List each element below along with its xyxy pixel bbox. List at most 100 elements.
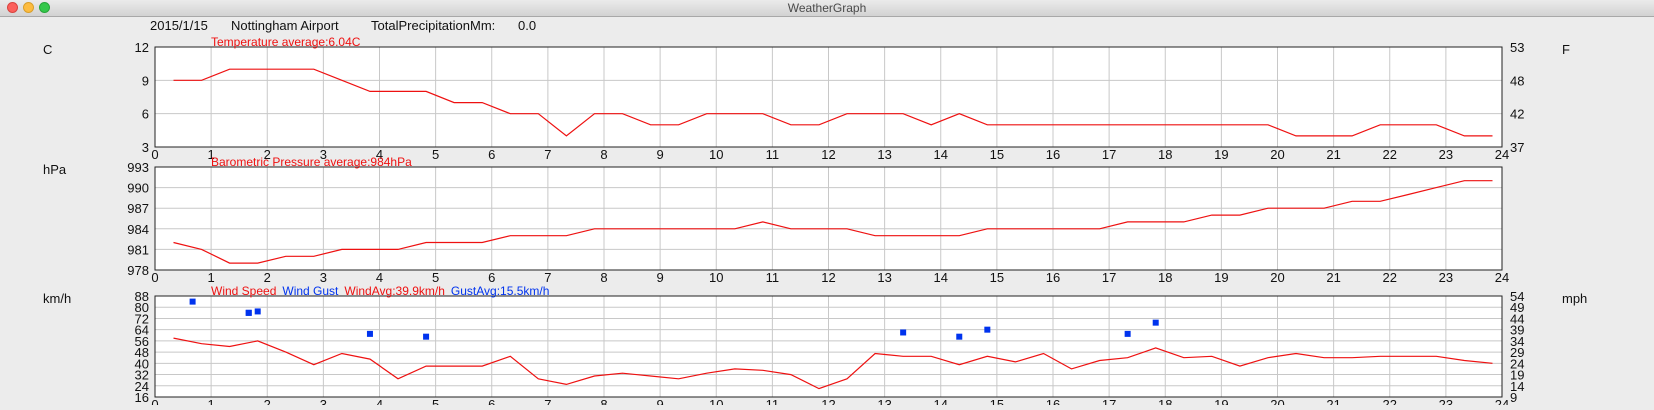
wind-y-tick-label: 48 xyxy=(135,345,149,360)
pressure-x-tick-label: 10 xyxy=(709,270,723,285)
legend-wind-gust: Wind Gust xyxy=(282,284,339,298)
pressure-y-tick-label: 984 xyxy=(127,222,149,237)
temperature-series-line-0 xyxy=(173,68,1493,137)
wind-gust-point xyxy=(1124,330,1131,337)
wind-y-tick-label: 72 xyxy=(135,311,149,326)
wind-x-tick-label: 19 xyxy=(1214,397,1228,405)
wind-series-line-0 xyxy=(173,337,1493,390)
temperature-y-tick-label: 12 xyxy=(135,40,149,55)
minimize-window-button[interactable] xyxy=(23,2,34,13)
pressure-x-tick-label: 9 xyxy=(657,270,664,285)
temperature-x-tick-label: 13 xyxy=(877,147,891,162)
pressure-x-tick-label: 15 xyxy=(990,270,1004,285)
temperature-plot-frame xyxy=(154,46,1503,148)
wind-y-tick-label: 88 xyxy=(135,289,149,304)
wind-x-tick-label: 17 xyxy=(1102,397,1116,405)
wind-right-tick-label: 14 xyxy=(1510,379,1524,394)
pressure-x-tick-label: 4 xyxy=(376,270,383,285)
temperature-x-tick-label: 0 xyxy=(151,147,158,162)
wind-left-unit: km/h xyxy=(43,291,71,306)
window-title: WeatherGraph xyxy=(787,1,867,15)
pressure-chart-title: Barometric Pressure average:984hPa xyxy=(211,155,412,169)
temperature-x-tick-label: 14 xyxy=(934,147,948,162)
pressure-x-tick-label: 21 xyxy=(1326,270,1340,285)
temperature-x-tick-label: 6 xyxy=(488,147,495,162)
wind-y-tick-label: 24 xyxy=(135,379,149,394)
wind-gust-point xyxy=(423,333,430,340)
pressure-y-tick-label: 987 xyxy=(127,201,149,216)
wind-x-tick-label: 3 xyxy=(320,397,327,405)
pressure-x-tick-label: 6 xyxy=(488,270,495,285)
wind-x-tick-label: 6 xyxy=(488,397,495,405)
wind-right-tick-label: 9 xyxy=(1510,390,1517,405)
header-precip-value: 0.0 xyxy=(518,18,536,33)
temperature-x-tick-label: 2 xyxy=(264,147,271,162)
wind-gust-point xyxy=(984,326,991,333)
wind-x-tick-label: 11 xyxy=(766,397,780,405)
pressure-x-tick-label: 14 xyxy=(934,270,948,285)
wind-x-tick-label: 10 xyxy=(709,397,723,405)
temperature-x-tick-label: 3 xyxy=(320,147,327,162)
pressure-plot-frame xyxy=(154,166,1503,271)
wind-x-tick-label: 15 xyxy=(990,397,1004,405)
temperature-x-tick-label: 7 xyxy=(544,147,551,162)
pressure-x-tick-label: 16 xyxy=(1046,270,1060,285)
temperature-x-tick-label: 4 xyxy=(376,147,383,162)
temperature-right-tick-label: 53 xyxy=(1510,40,1524,55)
wind-x-tick-label: 13 xyxy=(877,397,891,405)
temperature-x-tick-label: 5 xyxy=(432,147,439,162)
pressure-series-line-0 xyxy=(173,180,1493,264)
wind-x-tick-label: 8 xyxy=(600,397,607,405)
wind-x-tick-label: 14 xyxy=(934,397,948,405)
wind-plot-frame xyxy=(154,295,1503,398)
pressure-x-tick-label: 12 xyxy=(821,270,835,285)
temperature-x-tick-label: 19 xyxy=(1214,147,1228,162)
pressure-y-tick-label: 993 xyxy=(127,160,149,175)
wind-gust-point xyxy=(189,298,196,305)
wind-chart-legend: Wind Speed Wind Gust WindAvg:39.9km/h GustA… xyxy=(211,284,549,298)
temperature-x-tick-label: 22 xyxy=(1383,147,1397,162)
wind-x-tick-label: 0 xyxy=(151,397,158,405)
wind-x-tick-label: 21 xyxy=(1326,397,1340,405)
wind-x-tick-label: 20 xyxy=(1270,397,1284,405)
header-precip-label: TotalPrecipitationMm: xyxy=(371,18,495,33)
header-station: Nottingham Airport xyxy=(231,18,339,33)
temperature-right-tick-label: 37 xyxy=(1510,140,1524,155)
wind-average-label: WindAvg:39.9km/h xyxy=(344,284,445,298)
gust-average-label: GustAvg:15.5km/h xyxy=(451,284,550,298)
wind-y-tick-label: 80 xyxy=(135,300,149,315)
pressure-x-tick-label: 5 xyxy=(432,270,439,285)
temperature-left-unit: C xyxy=(43,42,52,57)
temperature-x-tick-label: 18 xyxy=(1158,147,1172,162)
temperature-x-tick-label: 11 xyxy=(766,147,780,162)
pressure-x-tick-label: 3 xyxy=(320,270,327,285)
wind-right-tick-label: 54 xyxy=(1510,289,1524,304)
temperature-right-unit: F xyxy=(1562,42,1570,57)
pressure-y-tick-label: 990 xyxy=(127,181,149,196)
temperature-right-tick-label: 48 xyxy=(1510,73,1524,88)
wind-gust-point xyxy=(366,330,373,337)
pressure-x-tick-label: 20 xyxy=(1270,270,1284,285)
temperature-x-tick-label: 10 xyxy=(709,147,723,162)
wind-x-tick-label: 22 xyxy=(1383,397,1397,405)
wind-gust-point xyxy=(254,308,261,315)
wind-x-tick-label: 1 xyxy=(208,397,215,405)
temperature-x-tick-label: 17 xyxy=(1102,147,1116,162)
pressure-x-tick-label: 22 xyxy=(1383,270,1397,285)
close-window-button[interactable] xyxy=(7,2,18,13)
pressure-x-tick-label: 1 xyxy=(208,270,215,285)
pressure-x-tick-label: 2 xyxy=(264,270,271,285)
zoom-window-button[interactable] xyxy=(39,2,50,13)
wind-right-tick-label: 49 xyxy=(1510,300,1524,315)
wind-gust-point xyxy=(956,333,963,340)
wind-y-tick-label: 40 xyxy=(135,356,149,371)
wind-x-tick-label: 9 xyxy=(657,397,664,405)
wind-y-tick-label: 64 xyxy=(135,323,149,338)
pressure-x-tick-label: 23 xyxy=(1439,270,1453,285)
temperature-x-tick-label: 20 xyxy=(1270,147,1284,162)
wind-right-unit: mph xyxy=(1562,291,1587,306)
wind-x-tick-label: 16 xyxy=(1046,397,1060,405)
wind-right-tick-label: 29 xyxy=(1510,345,1524,360)
temperature-x-tick-label: 1 xyxy=(208,147,215,162)
temperature-y-tick-label: 6 xyxy=(142,107,149,122)
